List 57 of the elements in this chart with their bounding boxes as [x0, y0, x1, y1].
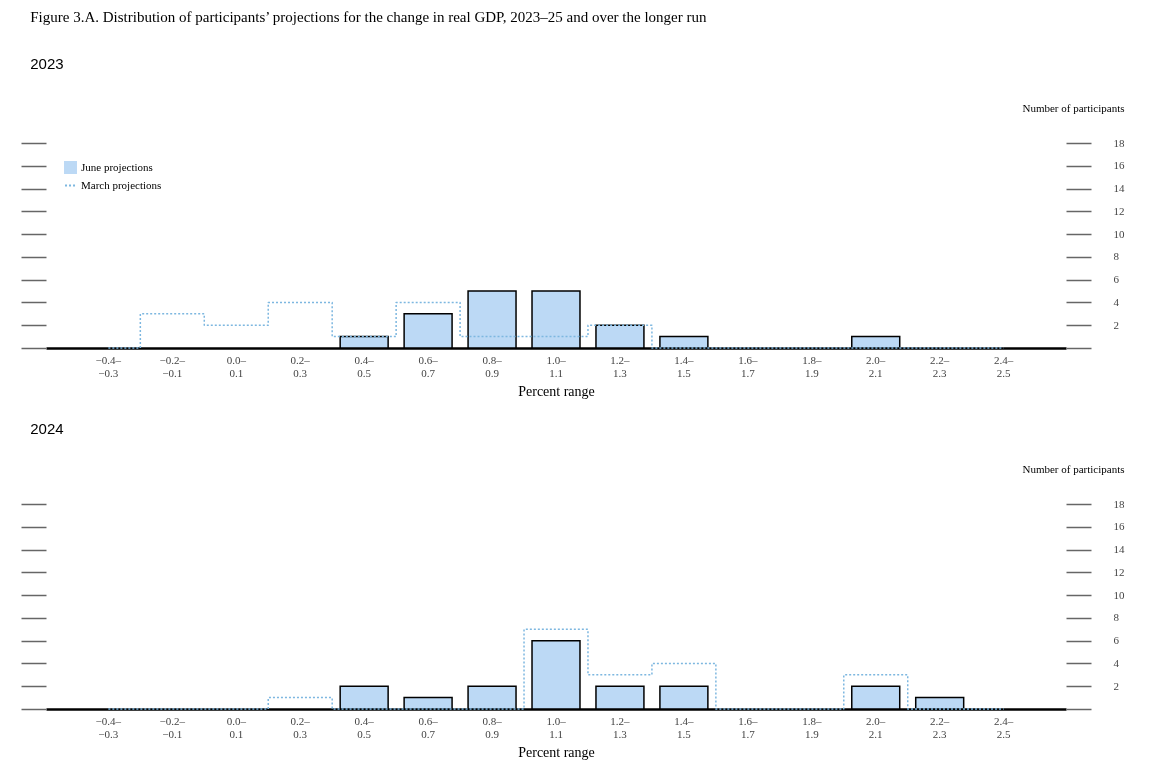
y-tick-label: 18: [1113, 497, 1125, 510]
y-axis-title: Number of participants: [1022, 101, 1125, 114]
x-tick-label: 0.8–0.9: [482, 353, 503, 379]
x-tick-label: 0.6–0.7: [418, 353, 439, 379]
x-tick-label: 1.8–1.9: [802, 353, 822, 379]
x-tick-label: 2.2–2.3: [930, 714, 950, 740]
y-tick-label: 4: [1113, 295, 1120, 308]
x-tick-label: −0.4–−0.3: [95, 714, 122, 740]
x-tick-label: 1.0–1.1: [546, 714, 567, 740]
x-tick-label: 1.8–1.9: [802, 714, 822, 740]
x-axis-title: Percent range: [518, 383, 595, 399]
y-tick-label: 6: [1113, 273, 1120, 286]
y-tick-label: 10: [1113, 227, 1125, 240]
y-tick-label: 8: [1113, 250, 1120, 263]
x-tick-label: 1.0–1.1: [546, 353, 567, 379]
y-tick-label: 14: [1113, 182, 1125, 195]
x-tick-label: 0.4–0.5: [354, 353, 375, 379]
x-tick-label: 2.2–2.3: [930, 353, 950, 379]
x-tick-label: 0.2–0.3: [290, 714, 311, 740]
x-axis-title: Percent range: [518, 744, 595, 760]
x-tick-label: 2.0–2.1: [866, 714, 886, 740]
y-tick-label: 4: [1113, 656, 1120, 669]
y-tick-label: 16: [1113, 520, 1125, 533]
y-tick-label: 12: [1113, 204, 1125, 217]
x-tick-label: 2.4–2.5: [994, 714, 1014, 740]
y-tick-label: 6: [1113, 634, 1120, 647]
y-tick-label: 2: [1113, 318, 1119, 331]
legend-label: March projections: [81, 178, 162, 191]
x-tick-label: 0.0–0.1: [226, 353, 247, 379]
chart-title: 2024: [30, 420, 64, 437]
x-tick-label: 0.4–0.5: [354, 714, 375, 740]
x-tick-label: 0.2–0.3: [290, 353, 311, 379]
y-tick-label: 18: [1113, 136, 1125, 149]
x-tick-label: −0.2–−0.1: [159, 353, 186, 379]
y-tick-label: 14: [1113, 543, 1125, 556]
x-tick-label: 1.6–1.7: [738, 353, 758, 379]
x-tick-label: 1.6–1.7: [738, 714, 758, 740]
x-tick-label: 0.0–0.1: [226, 714, 247, 740]
x-tick-label: −0.4–−0.3: [95, 353, 122, 379]
x-tick-label: 1.2–1.3: [610, 353, 631, 379]
x-tick-label: 1.2–1.3: [610, 714, 631, 740]
x-tick-label: 1.4–1.5: [674, 353, 695, 379]
legend-label: June projections: [81, 160, 153, 173]
y-tick-label: 12: [1113, 565, 1125, 578]
x-tick-label: 1.4–1.5: [674, 714, 695, 740]
chart-subtitle: 2023: [30, 55, 64, 72]
y-tick-label: 8: [1113, 611, 1120, 624]
x-tick-label: 0.8–0.9: [482, 714, 503, 740]
y-tick-label: 10: [1113, 588, 1125, 601]
y-tick-label: 2: [1113, 679, 1119, 692]
y-tick-label: 16: [1113, 159, 1125, 172]
chart-title: Figure 3.A. Distribution of participants’ projections for the change in real GDP, 2023–25 and over the longer run: [30, 9, 707, 25]
x-tick-label: −0.2–−0.1: [159, 714, 186, 740]
x-tick-label: 0.6–0.7: [418, 714, 439, 740]
x-tick-label: 2.0–2.1: [866, 353, 886, 379]
x-tick-label: 2.4–2.5: [994, 353, 1014, 379]
y-axis-title: Number of participants: [1022, 462, 1125, 475]
